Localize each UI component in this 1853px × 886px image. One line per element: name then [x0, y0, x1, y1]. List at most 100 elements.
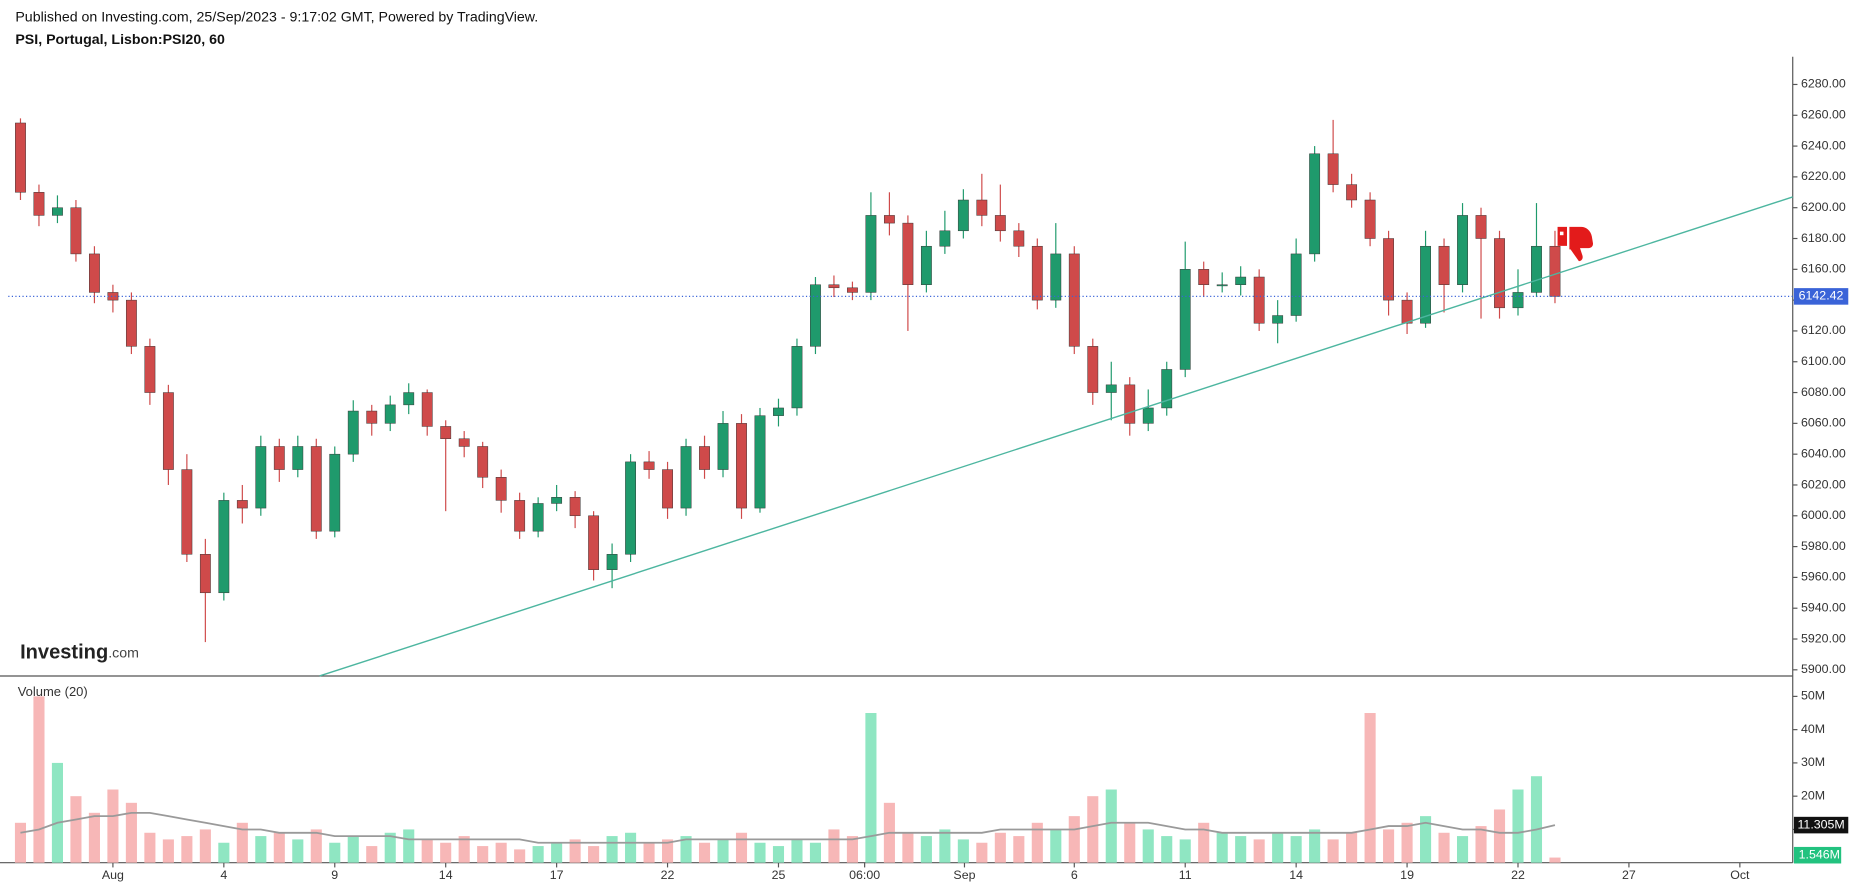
candle-body	[1272, 315, 1284, 324]
volume-bar	[680, 836, 692, 863]
volume-bar	[181, 836, 193, 863]
candle-body	[347, 410, 359, 455]
candle-body	[625, 461, 636, 555]
logo-brand: Investing	[20, 642, 108, 664]
candle-body	[1420, 245, 1431, 324]
y-tick-label: 20M	[1801, 788, 1825, 802]
candle-body	[384, 404, 396, 424]
y-tick-label: 6060.00	[1801, 416, 1846, 430]
volume-bar	[458, 836, 470, 863]
candle-body	[754, 415, 766, 509]
volume-bar	[939, 829, 951, 863]
candle-body	[52, 207, 63, 216]
candle-body	[1124, 384, 1136, 424]
candle-body	[847, 287, 858, 293]
logo: Investing.com	[20, 642, 139, 664]
y-tick-label: 6240.00	[1801, 138, 1846, 152]
volume-bar	[255, 836, 267, 863]
volume-bar	[1309, 829, 1321, 863]
volume-bar	[1327, 839, 1339, 863]
volume-bar	[440, 842, 452, 863]
volume-bar	[625, 832, 637, 863]
volume-bar	[606, 836, 618, 863]
candle-body	[1346, 184, 1358, 201]
candle-body	[828, 284, 840, 289]
volume-bar	[717, 839, 729, 863]
candle-body	[236, 500, 248, 509]
candle-body	[162, 392, 174, 470]
volume-bar	[809, 842, 822, 863]
candle-body	[421, 392, 433, 427]
volume-bar	[994, 832, 1006, 863]
candle-body	[1475, 215, 1487, 239]
volume-title: Volume (20)	[18, 684, 88, 699]
volume-bar	[1512, 789, 1524, 863]
volume-bar	[1290, 836, 1302, 863]
y-tick-label: 30M	[1801, 755, 1825, 769]
candle-body	[107, 292, 119, 301]
candle-body	[181, 469, 193, 555]
volume-bar	[347, 836, 359, 863]
volume-bar	[162, 839, 174, 863]
y-tick-label: 6020.00	[1801, 477, 1846, 491]
y-tick-label: 5960.00	[1801, 570, 1846, 584]
candle-body	[273, 446, 285, 470]
candle-body	[310, 446, 322, 532]
candle-body	[1290, 253, 1302, 316]
trendline	[319, 196, 1793, 677]
volume-bar	[14, 822, 27, 863]
volume-bar	[551, 842, 563, 863]
candle-body	[70, 207, 82, 255]
x-tick-label: Oct	[1730, 868, 1750, 882]
candle-body	[1494, 238, 1505, 309]
volume-bar	[70, 796, 82, 863]
x-tick-label: 6	[1071, 868, 1078, 882]
candle-body	[957, 199, 969, 232]
volume-bar	[957, 839, 969, 863]
volume-bar	[865, 713, 877, 863]
volume-bar	[1272, 832, 1284, 863]
candle-body	[366, 410, 378, 424]
candle-body	[1031, 245, 1043, 301]
candle-body	[1161, 369, 1173, 409]
candle-body	[292, 446, 304, 470]
volume-bar	[514, 849, 526, 863]
candle-body	[1364, 199, 1376, 239]
candle-body	[15, 122, 26, 193]
volume-bar	[976, 842, 988, 863]
candle-body	[1253, 276, 1265, 324]
price-pane	[15, 118, 1561, 643]
candle-body	[1216, 284, 1228, 287]
x-tick-label: 22	[661, 868, 675, 882]
volume-bar	[421, 839, 433, 863]
volume-bar	[1346, 832, 1358, 863]
candle-body	[495, 477, 507, 501]
volume-bar	[698, 842, 711, 863]
candle-body	[1087, 346, 1099, 393]
candle-body	[458, 438, 470, 447]
x-tick-label: 27	[1622, 868, 1636, 882]
candle-body	[773, 407, 784, 416]
volume-bar	[329, 842, 341, 863]
candle-body	[551, 497, 563, 504]
y-tick-label: 6180.00	[1801, 231, 1846, 245]
volume-label: 1.546M	[1799, 847, 1840, 861]
volume-bar	[828, 829, 840, 863]
volume-bar	[1253, 839, 1265, 863]
ma-label: 11.305M	[1797, 817, 1844, 831]
candle-body	[902, 222, 914, 285]
candle-body	[810, 284, 821, 347]
y-tick-label: 6120.00	[1801, 323, 1846, 337]
volume-bar	[1420, 816, 1432, 863]
candle-body	[1531, 245, 1542, 293]
y-tick-label: 5900.00	[1801, 662, 1846, 676]
candle-body	[199, 554, 211, 594]
y-tick-label: 6280.00	[1801, 77, 1846, 91]
x-tick-label: 4	[220, 868, 227, 882]
y-tick-label: 6000.00	[1801, 508, 1846, 522]
volume-bar	[569, 839, 581, 863]
candle-body	[939, 230, 951, 247]
volume-bar	[88, 812, 100, 863]
